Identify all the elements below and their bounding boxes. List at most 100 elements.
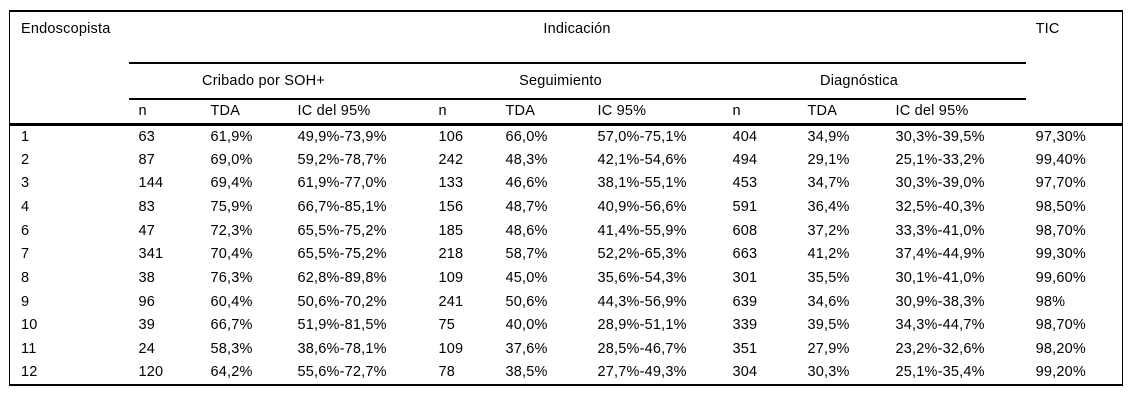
value-cell: 98,50% [1035, 198, 1086, 215]
value-cell: 65,5%-75,2% [297, 246, 387, 263]
value-cell: 62,8%-89,8% [297, 269, 387, 286]
value-cell: 41,4%-55,9% [597, 222, 687, 239]
value-cell: 39 [138, 317, 156, 334]
header-row-top: Endoscopista Indicación TIC [10, 11, 1123, 64]
value-cell: 99,20% [1035, 364, 1086, 381]
header-row-subcolumns: n TDA IC del 95% n TDA IC 95% n TDA IC d… [10, 99, 1123, 124]
value-cell: 38,6%-78,1% [297, 341, 387, 358]
value-cell: 35,5% [807, 269, 850, 286]
table-row: 4 83 75,9% 66,7%-85,1% 156 48,7% 40,9%-56,6% 59… [10, 195, 1123, 219]
value-cell: 98,70% [1035, 222, 1086, 239]
value-cell: 83 [138, 198, 156, 215]
value-cell: 60,4% [210, 293, 253, 310]
value-cell: 37,2% [807, 222, 850, 239]
table-row: 6 47 72,3% 65,5%-75,2% 185 48,6% 41,4%-55,9% 60… [10, 219, 1123, 243]
value-cell: 30,1%-41,0% [895, 269, 985, 286]
value-cell: 97,30% [1035, 128, 1086, 145]
value-cell: 341 [138, 246, 164, 263]
value-cell: 639 [732, 293, 758, 310]
value-cell: 34,7% [807, 175, 850, 192]
value-cell: 32,5%-40,3% [895, 198, 985, 215]
value-cell: 48,6% [505, 222, 548, 239]
value-cell: 156 [438, 198, 464, 215]
value-cell: 34,9% [807, 128, 850, 145]
endoscopist-id-cell: 2 [21, 151, 30, 168]
value-cell: 339 [732, 317, 758, 334]
value-cell: 41,2% [807, 246, 850, 263]
endoscopist-id-cell: 12 [21, 364, 38, 381]
value-cell: 98% [1035, 293, 1066, 310]
value-cell: 72,3% [210, 222, 253, 239]
col-header-tic: TIC [1035, 21, 1060, 37]
value-cell: 39,5% [807, 317, 850, 334]
value-cell: 351 [732, 341, 758, 358]
value-cell: 87 [138, 151, 156, 168]
subheader-diagnostica-n: n [732, 103, 741, 120]
value-cell: 76,3% [210, 269, 253, 286]
subheader-cribado-ic: IC del 95% [297, 103, 371, 120]
value-cell: 35,6%-54,3% [597, 269, 687, 286]
value-cell: 52,2%-65,3% [597, 246, 687, 263]
value-cell: 23,2%-32,6% [895, 341, 985, 358]
subheader-diagnostica-ic: IC del 95% [895, 103, 969, 120]
table-row: 8 38 76,3% 62,8%-89,8% 109 45,0% 35,6%-54,3% 30… [10, 266, 1123, 290]
value-cell: 25,1%-35,4% [895, 364, 985, 381]
value-cell: 109 [438, 269, 464, 286]
value-cell: 40,9%-56,6% [597, 198, 687, 215]
value-cell: 404 [732, 128, 758, 145]
table-body: 1 63 61,9% 49,9%-73,9% 106 66,0% 57,0%-75,1% 40… [10, 124, 1123, 385]
endoscopist-id-cell: 9 [21, 293, 30, 310]
value-cell: 46,6% [505, 175, 548, 192]
table-row: 9 96 60,4% 50,6%-70,2% 241 50,6% 44,3%-56,9% 63… [10, 290, 1123, 314]
subheader-cribado-n: n [138, 103, 147, 120]
value-cell: 96 [138, 293, 156, 310]
value-cell: 242 [438, 151, 464, 168]
value-cell: 48,7% [505, 198, 548, 215]
value-cell: 36,4% [807, 198, 850, 215]
value-cell: 48,3% [505, 151, 548, 168]
value-cell: 37,4%-44,9% [895, 246, 985, 263]
value-cell: 24 [138, 341, 156, 358]
value-cell: 58,3% [210, 341, 253, 358]
table-row: 7 341 70,4% 65,5%-75,2% 218 58,7% 52,2%-65,3% 6… [10, 242, 1123, 266]
value-cell: 30,3%-39,5% [895, 128, 985, 145]
value-cell: 29,1% [807, 151, 850, 168]
value-cell: 66,7% [210, 317, 253, 334]
value-cell: 144 [138, 175, 164, 192]
header-row-groups: Cribado por SOH+ Seguimiento Diagnóstica [10, 63, 1123, 100]
endoscopist-id-cell: 6 [21, 222, 30, 239]
value-cell: 51,9%-81,5% [297, 317, 387, 334]
subheader-cribado-tda: TDA [210, 103, 241, 120]
value-cell: 185 [438, 222, 464, 239]
value-cell: 304 [732, 364, 758, 381]
value-cell: 78 [438, 364, 456, 381]
value-cell: 494 [732, 151, 758, 168]
value-cell: 98,20% [1035, 341, 1086, 358]
value-cell: 57,0%-75,1% [597, 128, 687, 145]
value-cell: 241 [438, 293, 464, 310]
value-cell: 99,30% [1035, 246, 1086, 263]
subheader-seguimiento-tda: TDA [505, 103, 536, 120]
value-cell: 34,3%-44,7% [895, 317, 985, 334]
value-cell: 42,1%-54,6% [597, 151, 687, 168]
value-cell: 63 [138, 128, 156, 145]
table-row: 3 144 69,4% 61,9%-77,0% 133 46,6% 38,1%-55,1% 4… [10, 171, 1123, 195]
value-cell: 120 [138, 364, 164, 381]
value-cell: 218 [438, 246, 464, 263]
value-cell: 99,60% [1035, 269, 1086, 286]
table-row: 1 63 61,9% 49,9%-73,9% 106 66,0% 57,0%-75,1% 40… [10, 124, 1123, 148]
table-row: 12 120 64,2% 55,6%-72,7% 78 38,5% 27,7%-49,3% 3… [10, 361, 1123, 385]
value-cell: 28,5%-46,7% [597, 341, 687, 358]
endoscopist-id-cell: 11 [21, 341, 37, 358]
value-cell: 61,9% [210, 128, 253, 145]
endoscopist-id-cell: 1 [21, 128, 30, 145]
value-cell: 50,6%-70,2% [297, 293, 387, 310]
value-cell: 69,4% [210, 175, 253, 192]
value-cell: 30,3% [807, 364, 850, 381]
value-cell: 34,6% [807, 293, 850, 310]
value-cell: 453 [732, 175, 758, 192]
value-cell: 38 [138, 269, 156, 286]
value-cell: 301 [732, 269, 758, 286]
value-cell: 58,7% [505, 246, 548, 263]
